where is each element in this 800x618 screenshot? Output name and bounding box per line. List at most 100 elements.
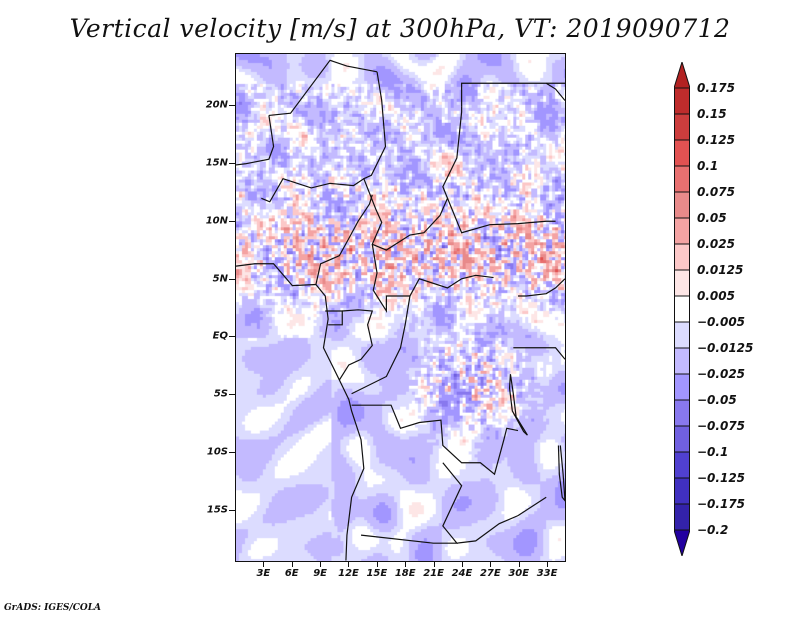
colorbar-swatch [674, 477, 690, 505]
border-line [508, 374, 528, 436]
lon-tick [376, 562, 378, 567]
colorbar-level-label: −0.125 [697, 471, 746, 485]
colorbar-extend-max [674, 62, 690, 89]
lon-tick [490, 562, 492, 567]
colorbar-level-label: −0.175 [697, 497, 746, 511]
border-line [363, 71, 463, 251]
colorbar-swatch [674, 269, 690, 297]
colorbar-level-label: 0.005 [697, 289, 735, 303]
colorbar-swatch [674, 217, 690, 245]
colorbar-swatch [674, 347, 690, 375]
border-line [517, 278, 565, 297]
colorbar-swatch [674, 113, 690, 141]
lon-tick [320, 562, 322, 567]
border-line [261, 177, 365, 203]
lon-tick [547, 562, 549, 567]
colorbar-level-label: −0.005 [697, 315, 746, 329]
lat-tick [229, 394, 235, 396]
border-line [456, 496, 547, 544]
lat-tick-label: 10S [206, 446, 228, 458]
lon-tick-label: 30E [508, 568, 530, 579]
colorbar-swatch [674, 373, 690, 401]
lon-tick-label: 27E [479, 568, 501, 579]
border-line [446, 198, 556, 234]
lon-tick-label: 21E [423, 568, 444, 579]
lon-tick-label: 9E [313, 568, 328, 579]
border-line [545, 82, 565, 101]
colorbar-swatch [674, 321, 690, 349]
border-line [236, 263, 365, 561]
colorbar-level-label: 0.1 [697, 159, 719, 173]
border-line [325, 310, 343, 326]
colorbar-swatch [674, 425, 690, 453]
colorbar-swatch [674, 295, 690, 323]
vertical-velocity-field [236, 54, 565, 561]
lat-tick [229, 336, 235, 338]
border-line [557, 445, 565, 502]
colorbar-level-label: 0.175 [697, 81, 735, 95]
colorbar-level-label: 0.125 [697, 133, 735, 147]
colorbar [674, 62, 690, 556]
border-line [513, 347, 565, 360]
lon-tick-label: 6E [284, 568, 299, 579]
border-line [371, 244, 494, 314]
lon-tick [461, 562, 463, 567]
lat-tick-label: 5N [212, 273, 228, 285]
border-line [268, 59, 378, 117]
lon-tick [263, 562, 265, 567]
colorbar-level-label: −0.075 [697, 419, 746, 433]
map-panel [235, 53, 566, 562]
lat-tick [229, 509, 235, 511]
lon-tick [291, 562, 293, 567]
lat-tick [229, 452, 235, 454]
chart-title: Vertical velocity [m/s] at 300hPa, VT: 2… [69, 14, 731, 43]
lon-tick-label: 24E [451, 568, 473, 579]
colorbar-swatch [674, 191, 690, 219]
colorbar-swatch [674, 165, 690, 193]
lon-tick-label: 18E [394, 568, 416, 579]
lat-tick [229, 105, 235, 107]
colorbar-level-label: −0.0125 [697, 341, 754, 355]
colorbar-swatch [674, 139, 690, 167]
country-borders [236, 59, 565, 561]
lat-tick [229, 220, 235, 222]
border-line [338, 309, 374, 381]
lon-tick-label: 12E [338, 568, 359, 579]
border-line [351, 295, 411, 395]
colorbar-level-label: 0.025 [697, 237, 735, 251]
border-line [315, 194, 373, 285]
colorbar-level-label: 0.05 [697, 211, 727, 225]
colorbar-swatch [674, 399, 690, 427]
colorbar-extend-min [674, 529, 690, 556]
lon-tick-label: 15E [366, 568, 388, 579]
lat-tick-label: EQ [212, 330, 228, 342]
border-line [351, 404, 519, 476]
lat-tick-label: 10N [205, 215, 228, 227]
colorbar-swatch [674, 243, 690, 271]
border-line [236, 115, 275, 166]
lon-tick-label: 3E [256, 568, 271, 579]
lat-tick-label: 5S [213, 388, 228, 400]
lon-tick [405, 562, 407, 567]
colorbar-level-label: −0.1 [697, 445, 729, 459]
lon-tick-label: 33E [536, 568, 558, 579]
lat-tick-label: 20N [205, 99, 228, 111]
colorbar-swatch [674, 503, 690, 531]
grads-credit: GrADS: IGES/COLA [4, 603, 102, 613]
colorbar-level-label: 0.075 [697, 185, 735, 199]
colorbar-swatch [674, 87, 690, 115]
lat-tick-label: 15N [205, 157, 228, 169]
lat-tick-label: 15S [206, 504, 228, 516]
border-line [360, 462, 463, 544]
border-line [461, 82, 565, 107]
lon-tick [348, 562, 350, 567]
colorbar-level-label: −0.2 [697, 523, 729, 537]
colorbar-level-label: −0.05 [697, 393, 737, 407]
colorbar-level-label: −0.025 [697, 367, 746, 381]
colorbar-level-label: 0.0125 [697, 263, 744, 277]
lat-tick [229, 162, 235, 164]
lon-tick [433, 562, 435, 567]
colorbar-level-label: 0.15 [697, 107, 727, 121]
lat-tick [229, 278, 235, 280]
lon-tick [518, 562, 520, 567]
